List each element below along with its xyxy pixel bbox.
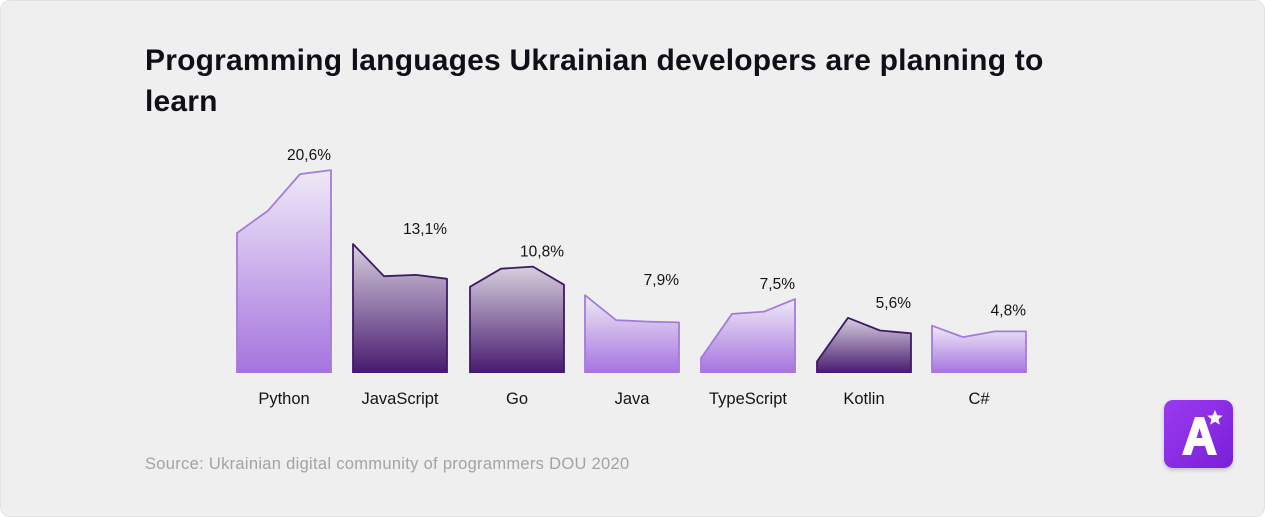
value-label: 20,6% bbox=[287, 147, 331, 164]
bar-outline bbox=[584, 294, 680, 373]
bar-outline bbox=[236, 169, 332, 373]
chart-title: Programming languages Ukrainian develope… bbox=[145, 44, 1044, 118]
bar-javascript bbox=[353, 244, 447, 373]
bar-python bbox=[237, 170, 331, 373]
value-label: 13,1% bbox=[403, 221, 447, 238]
value-label: 7,5% bbox=[760, 276, 796, 293]
category-label: Go bbox=[506, 390, 528, 408]
bar-outline bbox=[816, 316, 912, 373]
value-label: 10,8% bbox=[520, 244, 564, 261]
category-label: JavaScript bbox=[361, 390, 438, 408]
category-label: Kotlin bbox=[843, 390, 884, 408]
bar-c- bbox=[932, 325, 1026, 373]
category-label: Python bbox=[258, 390, 309, 408]
category-label-group: Python JavaScript Go Java TypeScript Kotlin C# bbox=[258, 390, 990, 408]
bar-outline bbox=[931, 324, 1027, 373]
value-label: 5,6% bbox=[876, 295, 912, 312]
brand-logo bbox=[1164, 400, 1233, 468]
category-label: Java bbox=[615, 390, 651, 408]
value-label: 7,9% bbox=[644, 272, 680, 289]
bar-kotlin bbox=[817, 317, 911, 373]
bar-typescript bbox=[701, 299, 795, 373]
value-label: 4,8% bbox=[991, 303, 1027, 320]
source-note: Source: Ukrainian digital community of p… bbox=[145, 455, 630, 473]
bar-go bbox=[470, 266, 564, 373]
bar-outline bbox=[469, 265, 565, 373]
bar-group bbox=[236, 169, 1027, 373]
value-label-group: 20,6% 13,1% 10,8% 7,9% 7,5% 5,6% 4,8% bbox=[287, 147, 1026, 320]
category-label: C# bbox=[968, 390, 990, 408]
category-label: TypeScript bbox=[709, 390, 787, 408]
bar-outline bbox=[352, 243, 448, 373]
bar-outline bbox=[700, 298, 796, 373]
logo-a-star-icon bbox=[1182, 410, 1223, 455]
